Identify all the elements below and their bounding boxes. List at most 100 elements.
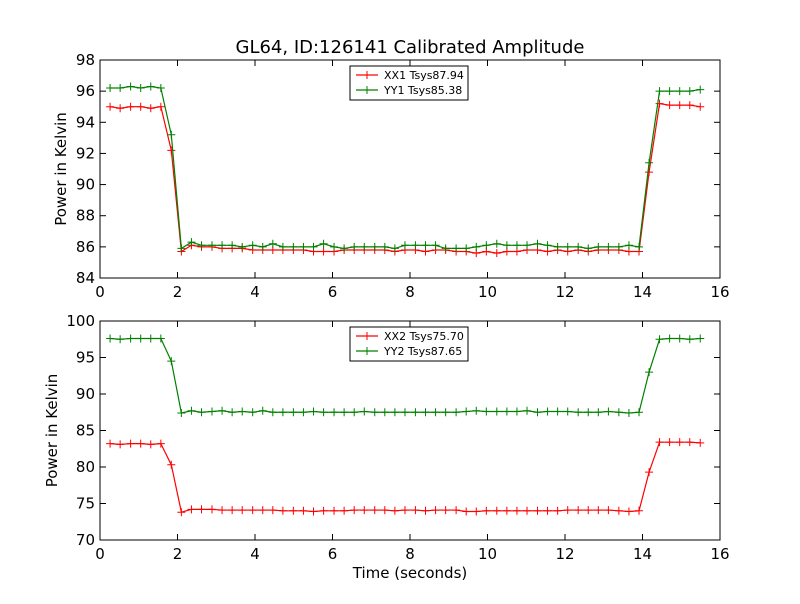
data-point <box>360 242 369 251</box>
y-tick-label: 90 <box>76 176 95 194</box>
data-point <box>197 505 206 514</box>
data-point <box>553 242 562 251</box>
x-tick-label: 12 <box>555 545 574 563</box>
data-point <box>330 408 339 417</box>
data-point <box>594 408 603 417</box>
data-point <box>645 158 654 167</box>
data-point <box>156 334 165 343</box>
data-point <box>502 241 511 250</box>
data-point <box>289 242 298 251</box>
data-point <box>553 506 562 515</box>
legend-marker <box>363 332 371 340</box>
legend-marker <box>363 347 371 355</box>
y-tick-label: 92 <box>76 144 95 162</box>
data-point <box>462 407 471 416</box>
top-subplot: 0 2 4 6 8 10 12 14 16 84 86 88 90 92 94 96 98 Power in Ke… <box>52 51 730 301</box>
data-point <box>370 242 379 251</box>
data-point <box>146 440 155 449</box>
data-point <box>218 241 227 250</box>
data-point <box>309 242 318 251</box>
data-point <box>218 406 227 415</box>
data-point <box>156 84 165 93</box>
data-point <box>238 242 247 251</box>
data-point <box>645 168 654 177</box>
data-point <box>248 506 257 515</box>
data-point <box>512 241 521 250</box>
data-point <box>452 244 461 253</box>
data-point <box>512 506 521 515</box>
legend-entry: XX1 Tsys87.94 <box>384 69 464 82</box>
data-point <box>187 406 196 415</box>
data-point <box>350 408 359 417</box>
data-point <box>492 239 501 248</box>
data-point <box>177 408 186 417</box>
data-point <box>696 438 705 447</box>
data-point <box>390 408 399 417</box>
legend-entry: XX2 Tsys75.70 <box>384 330 464 343</box>
x-tick-label: 10 <box>478 283 497 301</box>
data-point <box>624 241 633 250</box>
data-point <box>238 407 247 416</box>
data-point <box>482 241 491 250</box>
data-point <box>278 408 287 417</box>
x-tick-label: 12 <box>555 283 574 301</box>
data-point <box>258 506 267 515</box>
legend-entry: YY2 Tsys87.65 <box>383 345 462 358</box>
data-point <box>136 102 145 111</box>
data-point <box>553 407 562 416</box>
data-point <box>218 506 227 515</box>
data-point <box>197 408 206 417</box>
data-point <box>635 408 644 417</box>
data-point <box>441 408 450 417</box>
data-point <box>655 87 664 96</box>
data-point <box>431 506 440 515</box>
data-point <box>635 506 644 515</box>
chart-title: GL64, ID:126141 Calibrated Amplitude <box>236 37 585 58</box>
data-point <box>116 335 125 344</box>
data-point <box>685 101 694 110</box>
data-point <box>574 242 583 251</box>
data-point <box>604 506 613 515</box>
bottom-subplot: 0 2 4 6 8 10 12 14 16 70 75 80 85 90 95 100 Power in Kel… <box>43 312 730 582</box>
data-point <box>116 440 125 449</box>
data-point <box>635 242 644 251</box>
data-point <box>177 244 186 253</box>
data-point <box>604 242 613 251</box>
data-point <box>380 242 389 251</box>
y-tick-label: 100 <box>66 312 95 330</box>
data-point <box>441 244 450 253</box>
legend-marker <box>363 86 371 94</box>
data-point <box>675 87 684 96</box>
data-point <box>523 406 532 415</box>
x-tick-label: 8 <box>405 545 415 563</box>
y-tick-label: 85 <box>76 422 95 440</box>
legend-marker <box>363 71 371 79</box>
y-axis-label: Power in Kelvin <box>52 112 70 226</box>
data-point <box>543 241 552 250</box>
data-point <box>584 408 593 417</box>
data-point <box>472 242 481 251</box>
data-point <box>685 87 694 96</box>
data-point <box>441 506 450 515</box>
data-point <box>523 506 532 515</box>
data-point <box>431 408 440 417</box>
data-point <box>319 239 328 248</box>
data-point <box>665 334 674 343</box>
data-point <box>258 242 267 251</box>
data-point <box>390 506 399 515</box>
data-point <box>289 408 298 417</box>
data-point <box>492 407 501 416</box>
data-point <box>268 408 277 417</box>
data-point <box>309 407 318 416</box>
x-tick-label: 16 <box>710 283 729 301</box>
data-point <box>126 334 135 343</box>
data-point <box>594 242 603 251</box>
data-point <box>574 506 583 515</box>
data-point <box>665 438 674 447</box>
data-point <box>228 408 237 417</box>
y-tick-label: 86 <box>76 238 95 256</box>
data-point <box>319 247 328 256</box>
data-point <box>106 334 115 343</box>
data-point <box>533 239 542 248</box>
data-point <box>472 406 481 415</box>
